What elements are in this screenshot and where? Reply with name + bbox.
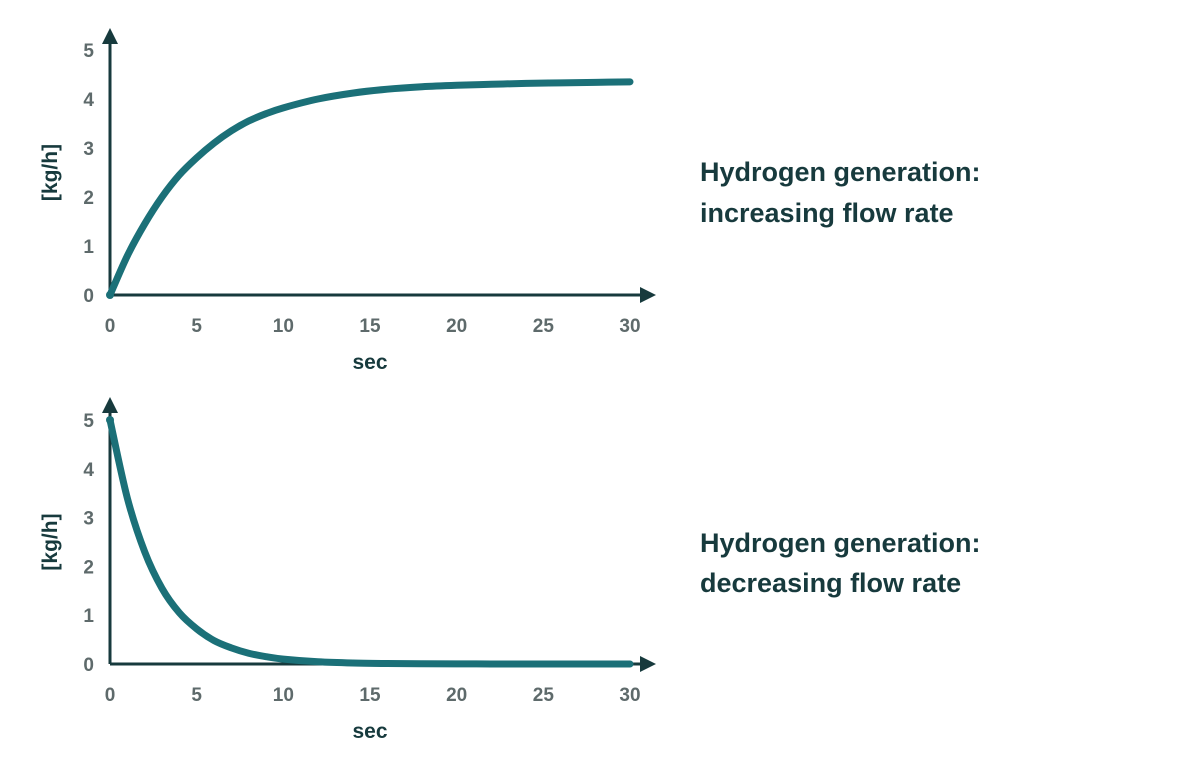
series-line <box>106 416 634 668</box>
chart-title-line-1: Hydrogen generation: <box>700 157 981 187</box>
y-tick-label: 0 <box>83 655 94 676</box>
x-tick-label: 20 <box>446 316 467 337</box>
chart-panel-2: 0 1 2 3 4 5 0 5 10 15 20 25 30 sec [kg/h] Hydrogen gene… <box>39 397 981 743</box>
y-tick-label: 2 <box>83 188 94 209</box>
y-axis-arrow-icon <box>102 28 118 44</box>
x-tick-label: 30 <box>619 685 640 706</box>
x-tick-label: 15 <box>359 685 381 706</box>
x-tick-label: 15 <box>359 316 381 337</box>
y-tick-label: 5 <box>83 411 94 432</box>
chart-title-line-2: increasing flow rate <box>700 198 954 228</box>
y-axis-title: [kg/h] <box>39 513 62 570</box>
x-tick-label: 5 <box>191 685 202 706</box>
x-tick-label: 10 <box>273 316 294 337</box>
y-tick-label: 0 <box>83 286 94 307</box>
x-tick-label: 25 <box>533 316 555 337</box>
x-tick-label: 20 <box>446 685 467 706</box>
x-axis-title: sec <box>352 720 387 743</box>
x-axis-title: sec <box>352 351 387 374</box>
chart-title-line-2: decreasing flow rate <box>700 568 961 598</box>
series-start-point <box>106 416 114 424</box>
y-tick-label: 4 <box>83 460 94 481</box>
y-tick-label: 4 <box>83 90 94 111</box>
chart-panel-1: 0 1 2 3 4 5 0 5 10 15 20 25 30 sec [kg/h] Hydrogen gene… <box>39 28 981 374</box>
x-tick-label: 5 <box>191 316 202 337</box>
x-tick-label: 0 <box>105 316 116 337</box>
x-tick-label: 30 <box>619 316 640 337</box>
series-line <box>106 78 634 299</box>
x-tick-label: 0 <box>105 685 116 706</box>
y-tick-label: 3 <box>83 509 94 530</box>
x-tick-label: 10 <box>273 685 294 706</box>
y-tick-label: 3 <box>83 139 94 160</box>
y-tick-label: 2 <box>83 557 94 578</box>
y-axis-arrow-icon <box>102 397 118 413</box>
chart-title-line-1: Hydrogen generation: <box>700 528 981 558</box>
y-tick-label: 1 <box>83 237 94 258</box>
y-tick-label: 1 <box>83 606 94 627</box>
x-tick-label: 25 <box>533 685 555 706</box>
y-axis-title: [kg/h] <box>39 144 62 201</box>
y-tick-label: 5 <box>83 41 94 62</box>
x-axis-arrow-icon <box>640 656 656 672</box>
series-start-point <box>106 291 114 299</box>
x-axis-arrow-icon <box>640 287 656 303</box>
